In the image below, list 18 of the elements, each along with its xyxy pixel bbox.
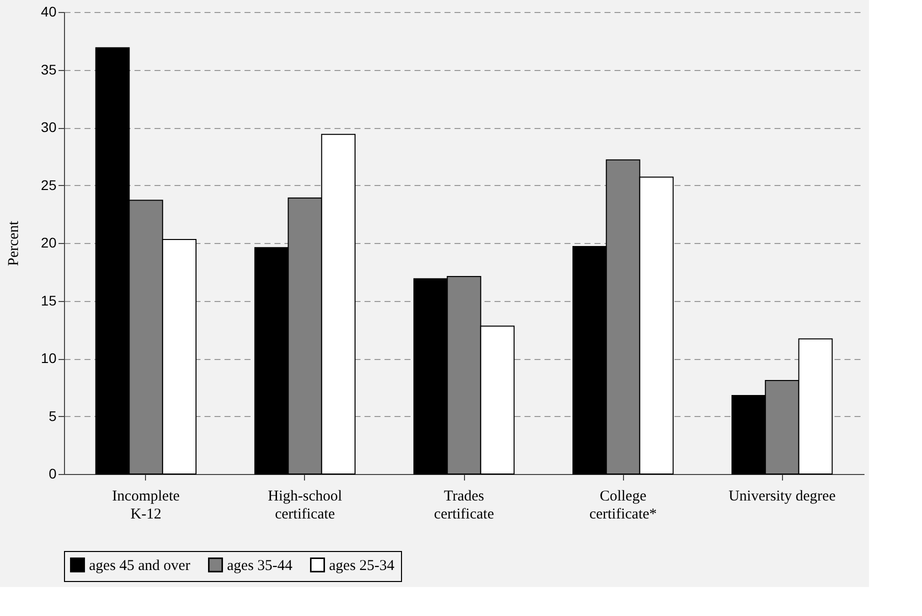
x-tick-label: High-school certificate bbox=[268, 488, 342, 522]
y-tick-label: 10 bbox=[40, 350, 57, 366]
x-tick-label: Trades certificate bbox=[434, 488, 494, 522]
y-tick-label: 40 bbox=[40, 4, 57, 20]
legend-label: ages 35-44 bbox=[227, 558, 293, 574]
y-tick-label: 0 bbox=[48, 466, 57, 482]
x-tick-label: Incomplete K-12 bbox=[112, 488, 180, 522]
y-tick-label: 5 bbox=[48, 408, 57, 424]
legend-label: ages 25-34 bbox=[329, 558, 395, 574]
x-tick-label: University degree bbox=[728, 488, 836, 504]
y-tick-label: 20 bbox=[40, 234, 57, 250]
y-tick-label: 30 bbox=[40, 119, 57, 135]
y-tick-label: 35 bbox=[40, 61, 57, 78]
y-tick-label: 15 bbox=[40, 292, 57, 308]
y-tick-label: 25 bbox=[40, 176, 57, 193]
y-axis-title: Percent bbox=[6, 220, 22, 266]
x-tick-label: College certificate* bbox=[589, 488, 657, 522]
legend-label: ages 45 and over bbox=[89, 558, 190, 574]
